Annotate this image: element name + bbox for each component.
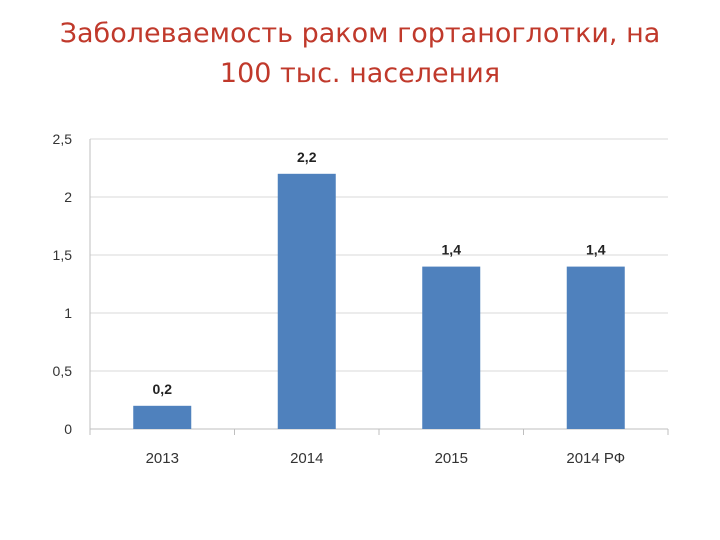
y-tick-label-3: 1,5	[53, 247, 73, 263]
bar-1	[277, 173, 336, 429]
data-label-2: 1,4	[442, 242, 462, 258]
y-tick-label-4: 2	[64, 189, 72, 205]
x-category-label-3: 2014 РФ	[566, 450, 625, 467]
x-category-label-1: 2014	[290, 450, 323, 467]
y-tick-label-0: 0	[64, 421, 72, 437]
bar-3	[566, 266, 625, 429]
data-label-0: 0,2	[153, 381, 173, 397]
y-tick-label-2: 1	[64, 305, 72, 321]
x-category-label-0: 2013	[146, 450, 179, 467]
data-label-1: 2,2	[297, 149, 317, 165]
bar-2	[422, 266, 481, 429]
y-tick-label-1: 0,5	[53, 363, 73, 379]
x-category-label-2: 2015	[435, 450, 468, 467]
chart-title-line-1: Заболеваемость раком гортаноглотки, на	[59, 18, 661, 49]
chart-title: Заболеваемость раком гортаноглотки, на 1…	[30, 14, 690, 94]
data-label-3: 1,4	[586, 242, 606, 258]
chart-title-line-2: 100 тыс. населения	[219, 58, 501, 89]
bar-0	[133, 405, 192, 429]
y-tick-label-5: 2,5	[53, 131, 73, 147]
